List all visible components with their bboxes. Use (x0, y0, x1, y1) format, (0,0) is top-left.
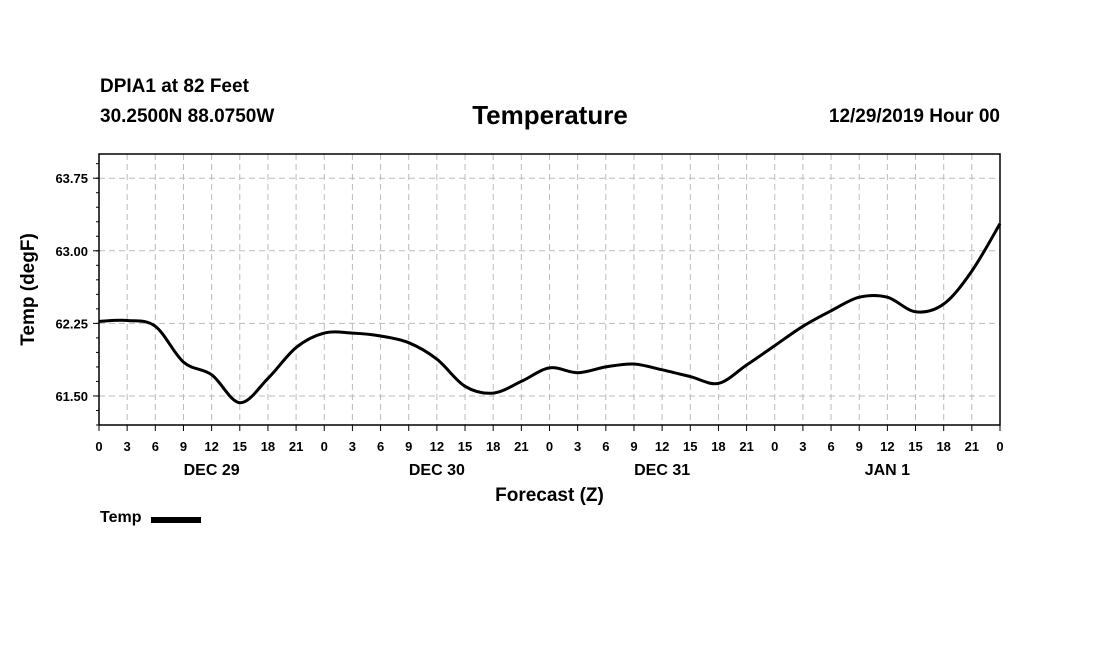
x-tick-label: 3 (349, 439, 356, 454)
x-tick-label: 6 (152, 439, 159, 454)
temp-series-line (98, 222, 1002, 405)
plot-frame (98, 153, 1001, 426)
legend: Temp (100, 509, 202, 527)
y-tick-label: 63.00 (55, 244, 88, 259)
y-tick-label: 62.25 (55, 316, 88, 331)
x-tick-label: 9 (405, 439, 412, 454)
forecast-datetime: 12/29/2019 Hour 00 (828, 106, 1000, 127)
x-tick-label: 15 (908, 439, 922, 454)
legend-swatch (151, 516, 202, 523)
station-label: DPIA1 at 82 Feet (100, 76, 249, 97)
y-axis-label: Temp (degF) (18, 233, 39, 346)
x-tick-label: 0 (95, 439, 102, 454)
x-tick-label: 0 (546, 439, 553, 454)
x-tick-label: 6 (827, 439, 834, 454)
x-tick-label: 3 (124, 439, 131, 454)
legend-label: Temp (100, 509, 142, 526)
x-axis-label: Forecast (Z) (495, 485, 604, 506)
x-tick-label: 3 (574, 439, 581, 454)
x-tick-label: 6 (377, 439, 384, 454)
x-tick-label: 0 (771, 439, 778, 454)
x-tick-label: 9 (630, 439, 637, 454)
x-tick-label: 12 (204, 439, 218, 454)
x-tick-label: 21 (739, 439, 753, 454)
chart-title: Temperature (472, 100, 628, 130)
x-tick-label: 18 (936, 439, 950, 454)
x-tick-label: 15 (458, 439, 472, 454)
x-tick-label: 6 (602, 439, 609, 454)
x-tick-label: 9 (856, 439, 863, 454)
x-tick-label: 21 (965, 439, 979, 454)
x-tick-label: 3 (799, 439, 806, 454)
x-tick-label: 18 (486, 439, 500, 454)
day-label: DEC 30 (409, 462, 465, 479)
day-label: DEC 29 (184, 462, 240, 479)
x-tick-label: 12 (655, 439, 669, 454)
y-tick-label: 63.75 (55, 171, 88, 186)
day-label: JAN 1 (865, 462, 910, 479)
y-tick-label: 61.50 (55, 389, 88, 404)
x-tick-label: 18 (711, 439, 725, 454)
x-tick-label: 12 (430, 439, 444, 454)
x-tick-label: 0 (321, 439, 328, 454)
x-tick-label: 21 (514, 439, 528, 454)
day-label: DEC 31 (634, 462, 690, 479)
x-tick-label: 21 (289, 439, 303, 454)
x-tick-label: 12 (880, 439, 894, 454)
x-tick-label: 15 (233, 439, 247, 454)
coordinates-label: 30.2500N 88.0750W (100, 106, 275, 127)
x-tick-label: 9 (180, 439, 187, 454)
x-tick-label: 15 (683, 439, 697, 454)
x-tick-label: 18 (261, 439, 275, 454)
x-tick-label: 0 (996, 439, 1003, 454)
